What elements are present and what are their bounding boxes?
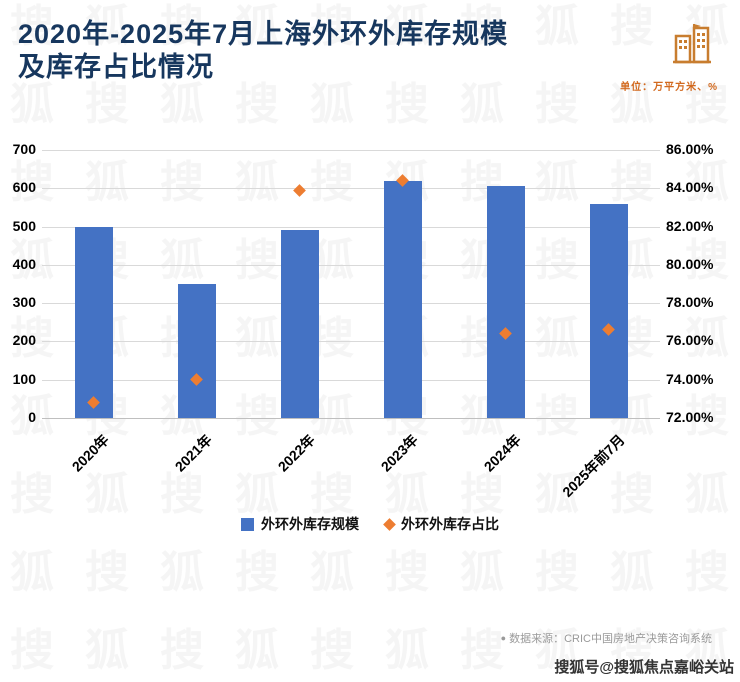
left-axis-tick-label: 100 <box>12 370 36 387</box>
bar-chart: 700 600 500 400 300 200 100 0 86.00% 84.00% 82.00… <box>0 132 740 512</box>
page-title-line1: 2020年-2025年7月上海外环外库存规模 <box>18 19 509 49</box>
left-axis-tick-label: 500 <box>12 217 36 234</box>
x-axis-label: 2024年 <box>480 431 525 475</box>
scatter-point-2022年 <box>293 183 306 197</box>
watermark-glyph: 搜 <box>535 548 579 597</box>
watermark-glyph: 狐 <box>610 548 654 597</box>
bar-2022年 <box>280 230 319 418</box>
source-text: 数据来源：CRIC中国房地产决策咨询系统 <box>509 633 712 645</box>
right-axis-ticks: 86.00% 84.00% 82.00% 80.00% 78.00% 76.00% 74.0… <box>666 141 738 425</box>
gridline <box>42 418 660 419</box>
building-icon <box>670 22 714 66</box>
bar-2023年 <box>383 180 422 418</box>
watermark-glyph: 狐 <box>235 626 279 675</box>
watermark-glyph: 搜 <box>310 626 354 675</box>
x-axis-label: 2021年 <box>171 431 216 475</box>
watermark-glyph: 狐 <box>385 626 429 675</box>
x-axis-label: 2020年 <box>68 431 113 475</box>
sohu-credit: 搜狐号@搜狐焦点嘉峪关站 <box>554 659 734 676</box>
data-source: ● 数据来源：CRIC中国房地产决策咨询系统 <box>0 630 740 646</box>
right-axis-tick-label: 74.00% <box>666 370 714 387</box>
gridline <box>42 264 660 266</box>
gridline <box>42 150 660 151</box>
watermark-glyph: 搜 <box>385 548 429 597</box>
x-axis-labels: 2020年 2021年 2022年 2023年 2024年 2025年前7月 <box>42 418 660 510</box>
left-axis-tick-label: 400 <box>12 255 36 272</box>
watermark-glyph: 搜 <box>460 626 504 675</box>
left-axis-tick-label: 200 <box>12 332 36 349</box>
left-axis-tick-label: 700 <box>12 141 36 157</box>
right-axis-tick-label: 76.00% <box>666 332 714 349</box>
bar-2025年前7月 <box>589 203 628 418</box>
watermark-glyph: 搜 <box>160 626 204 675</box>
bar-2024年 <box>486 186 525 418</box>
gridline <box>42 303 660 305</box>
watermark-glyph: 狐 <box>10 548 54 597</box>
watermark-glyph: 搜 <box>685 548 729 597</box>
left-axis-tick-label: 300 <box>12 294 36 311</box>
watermark-glyph: 狐 <box>460 548 504 597</box>
bar-2021年 <box>177 284 216 418</box>
watermark-glyph: 狐 <box>310 548 354 597</box>
right-axis-tick-label: 84.00% <box>666 179 714 196</box>
legend-diamond-icon <box>383 517 396 531</box>
x-axis-label: 2025年前7月 <box>558 431 628 500</box>
right-axis-tick-label: 82.00% <box>666 217 714 234</box>
legend-item: 外环外库存规模 <box>241 514 359 534</box>
plot-area <box>42 150 660 419</box>
legend: 外环外库存规模 外环外库存占比 <box>0 514 740 534</box>
bar-2020年 <box>74 226 113 418</box>
legend-label: 外环外库存规模 <box>261 516 359 532</box>
watermark-glyph: 狐 <box>160 548 204 597</box>
watermark-glyph: 狐 <box>85 626 129 675</box>
right-axis-tick-label: 78.00% <box>666 294 714 311</box>
gridline <box>42 226 660 228</box>
page-title-line2: 及库存占比情况 <box>18 51 214 82</box>
x-axis-label: 2022年 <box>274 431 319 475</box>
gridline <box>42 188 660 190</box>
left-axis-tick-label: 0 <box>28 409 36 425</box>
left-axis-ticks: 700 600 500 400 300 200 100 0 <box>0 141 36 425</box>
legend-square-icon <box>241 517 254 531</box>
legend-item: 外环外库存占比 <box>383 514 499 534</box>
x-axis-label: 2023年 <box>377 431 422 475</box>
right-axis-tick-label: 80.00% <box>666 255 714 272</box>
gridline <box>42 379 660 381</box>
watermark-glyph: 搜 <box>85 548 129 597</box>
page-title: 2020年-2025年7月上海外环外库存规模 及库存占比情况 <box>18 18 618 84</box>
legend-label: 外环外库存占比 <box>401 516 499 532</box>
source-bullet-icon: ● <box>500 633 507 643</box>
watermark-glyph: 搜 <box>235 548 279 597</box>
right-axis-tick-label: 86.00% <box>666 141 714 157</box>
right-axis-tick-label: 72.00% <box>666 409 714 425</box>
watermark-glyph: 搜 <box>10 626 54 675</box>
unit-label: 单位：万平方米、% <box>620 82 718 93</box>
left-axis-tick-label: 600 <box>12 179 36 196</box>
gridline <box>42 341 660 343</box>
